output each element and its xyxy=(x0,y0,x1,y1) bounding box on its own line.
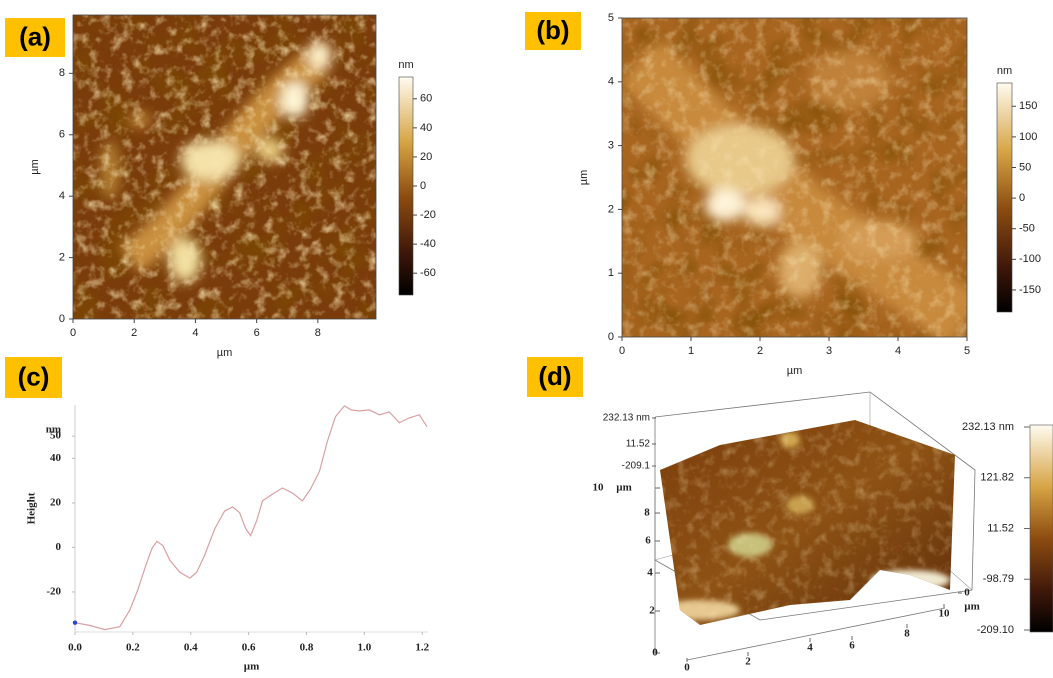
y-tick-label: 4 xyxy=(59,190,65,202)
x-tick-label: 4 xyxy=(895,345,901,357)
x-axis-label: µm xyxy=(217,347,233,359)
y-tick-label: 40 xyxy=(50,452,62,464)
x-tick-label: 0.0 xyxy=(68,642,82,654)
colorbar-tick-label: -40 xyxy=(420,238,436,250)
x-tick-label: 10 xyxy=(939,608,951,620)
colorbar-tick-label: 11.52 xyxy=(987,522,1014,534)
y-tick-label: 0 xyxy=(56,541,62,553)
colorbar-tick-label: 150 xyxy=(1019,100,1037,112)
x-tick-label: 2 xyxy=(757,345,763,357)
page: {"chart_data": [ {"type": "image", "pane… xyxy=(0,0,1053,673)
y-tick-label: 3 xyxy=(608,140,614,152)
y-tick-label: 0 xyxy=(608,331,614,343)
x-tick-label: 0 xyxy=(619,345,625,357)
x-tick-label: 6 xyxy=(849,640,855,652)
afm-image xyxy=(73,15,376,319)
colorbar xyxy=(1030,425,1053,632)
x-tick-label: 3 xyxy=(826,345,832,357)
colorbar xyxy=(399,77,413,295)
x-tick-label: 6 xyxy=(254,327,260,339)
colorbar-tick-label: 0 xyxy=(420,180,426,192)
afm-image xyxy=(622,18,967,337)
x-tick-label: 8 xyxy=(904,628,910,640)
panel-label: (b) xyxy=(536,15,569,45)
y-tick-label: 6 xyxy=(645,535,651,547)
colorbar-tick-label: -60 xyxy=(420,267,436,279)
colorbar-tick-label: -20 xyxy=(420,209,436,221)
colorbar-tick-label: 50 xyxy=(1019,161,1031,173)
colorbar-label: nm xyxy=(997,65,1012,77)
y-tick-label: 0 xyxy=(652,647,658,659)
colorbar-tick-label: 121.82 xyxy=(980,472,1014,484)
colorbar-tick-label: 60 xyxy=(420,93,432,105)
x-tick-label: 4 xyxy=(807,642,813,654)
x-tick-label: 0.8 xyxy=(300,642,314,654)
panel-label: (c) xyxy=(18,361,50,391)
y-axis-label: µm xyxy=(29,159,41,175)
y-tick-label: 6 xyxy=(59,129,65,141)
colorbar-tick-label: 0 xyxy=(1019,192,1025,204)
x-tick-label: 4 xyxy=(192,327,198,339)
y-tick-label: 2 xyxy=(59,251,65,263)
x-axis-label: µm xyxy=(787,365,803,377)
x-tick-label: 8 xyxy=(315,327,321,339)
colorbar-tick-label: -209.10 xyxy=(977,624,1014,636)
y-tick-label: 8 xyxy=(59,67,65,79)
y-tick-label: 20 xyxy=(50,496,62,508)
y-tick-label: 2 xyxy=(608,203,614,215)
x-tick-label: 0.6 xyxy=(242,642,256,654)
x-tick-label: 5 xyxy=(964,345,970,357)
figure: 0246802468µmµmnm6040200-20-40-60(a)01234… xyxy=(0,0,1053,673)
y-tick-label: 4 xyxy=(608,76,614,88)
colorbar-tick-label: 40 xyxy=(420,122,432,134)
y-tick-label: 10 xyxy=(593,482,605,494)
panel-label: (d) xyxy=(538,361,571,391)
image-texture xyxy=(622,18,967,337)
y-tick-label: 2 xyxy=(649,605,655,617)
x-tick-label: 2 xyxy=(745,656,751,668)
x-tick-label: 0 xyxy=(684,662,690,673)
y-tick-label: 8 xyxy=(644,507,650,519)
y-tick-label: 0 xyxy=(59,313,65,325)
y-tick-label: 5 xyxy=(608,12,614,24)
z-tick-label: 232.13 nm xyxy=(603,413,650,424)
colorbar-tick-label: -100 xyxy=(1019,253,1041,265)
colorbar-tick-label: 20 xyxy=(420,151,432,163)
z-tick-label: 11.52 xyxy=(626,439,651,450)
x-tick-label: 0.2 xyxy=(126,642,140,654)
colorbar-tick-label: 232.13 nm xyxy=(962,421,1014,433)
y-tick-label: 1 xyxy=(608,267,614,279)
x-tick-label: 0.4 xyxy=(184,642,198,654)
panel-label: (a) xyxy=(19,21,51,51)
colorbar-tick-label: -150 xyxy=(1019,284,1041,296)
x-axis-label: µm xyxy=(244,661,260,673)
y-tick-label: -20 xyxy=(46,585,61,597)
image-texture xyxy=(73,15,376,319)
y-tick-label: 4 xyxy=(647,567,653,579)
colorbar-label: nm xyxy=(398,59,413,71)
x2-axis-unit: µm xyxy=(964,601,980,613)
y-axis-unit: µm xyxy=(616,482,632,494)
x-tick-label: 1.2 xyxy=(415,642,429,654)
x-tick-label: 2 xyxy=(131,327,137,339)
colorbar-tick-label: 100 xyxy=(1019,131,1037,143)
colorbar-tick-label: -50 xyxy=(1019,223,1035,235)
colorbar-tick-label: -98.79 xyxy=(983,573,1014,585)
y-axis-unit: nm xyxy=(46,424,61,436)
x2-tick-label: 0 xyxy=(964,587,970,599)
y-axis-label: µm xyxy=(578,170,590,186)
start-marker xyxy=(73,620,77,624)
y-axis-label: Height xyxy=(26,492,38,524)
x-tick-label: 1 xyxy=(688,345,694,357)
z-tick-label: -209.1 xyxy=(622,461,651,472)
colorbar xyxy=(997,83,1012,312)
x-tick-label: 0 xyxy=(70,327,76,339)
x-tick-label: 1.0 xyxy=(357,642,371,654)
